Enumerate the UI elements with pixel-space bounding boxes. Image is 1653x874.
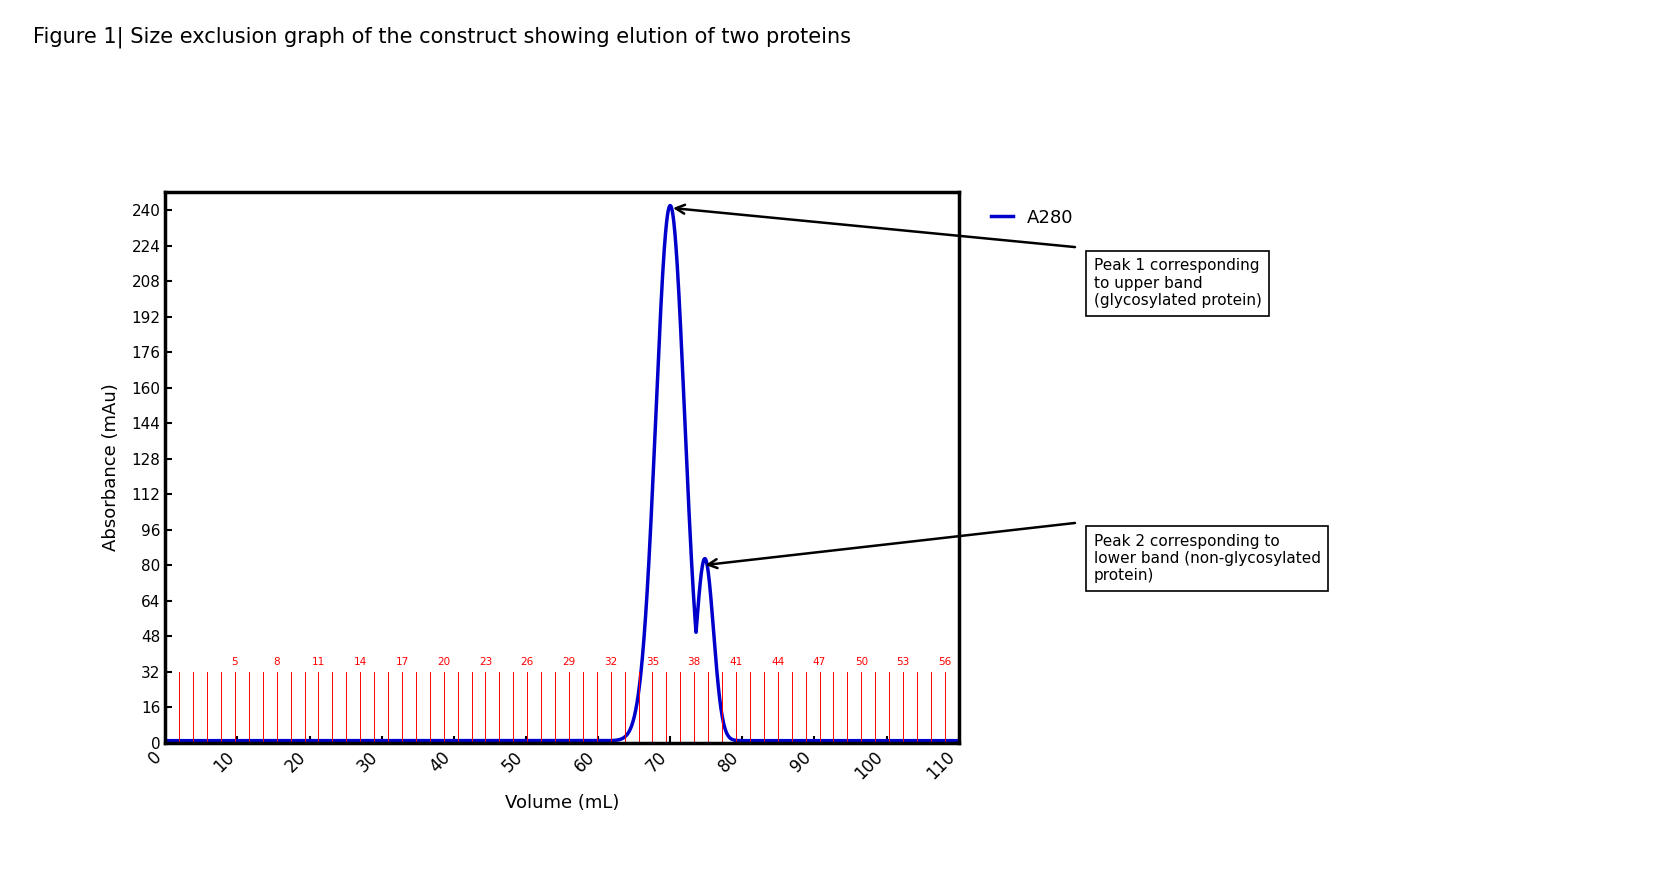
- Text: 5: 5: [231, 657, 238, 668]
- Text: 38: 38: [688, 657, 701, 668]
- Text: 8: 8: [273, 657, 279, 668]
- Text: 35: 35: [646, 657, 660, 668]
- X-axis label: Volume (mL): Volume (mL): [504, 794, 620, 812]
- Y-axis label: Absorbance (mAu): Absorbance (mAu): [102, 384, 121, 551]
- Text: Figure 1| Size exclusion graph of the construct showing elution of two proteins: Figure 1| Size exclusion graph of the co…: [33, 26, 851, 48]
- Text: 26: 26: [521, 657, 534, 668]
- Text: 20: 20: [436, 657, 450, 668]
- Text: 17: 17: [395, 657, 408, 668]
- Text: 44: 44: [772, 657, 785, 668]
- Text: 29: 29: [562, 657, 575, 668]
- Legend: A280: A280: [984, 201, 1081, 233]
- Text: 14: 14: [354, 657, 367, 668]
- Text: 23: 23: [479, 657, 493, 668]
- Text: Peak 2 corresponding to
lower band (non-glycosylated
protein): Peak 2 corresponding to lower band (non-…: [1094, 534, 1321, 584]
- Text: 50: 50: [855, 657, 868, 668]
- Text: Peak 1 corresponding
to upper band
(glycosylated protein): Peak 1 corresponding to upper band (glyc…: [1094, 259, 1261, 309]
- Text: 32: 32: [603, 657, 617, 668]
- Text: 11: 11: [312, 657, 326, 668]
- Text: 53: 53: [896, 657, 909, 668]
- Text: 56: 56: [939, 657, 952, 668]
- Text: 47: 47: [813, 657, 826, 668]
- Text: 41: 41: [729, 657, 742, 668]
